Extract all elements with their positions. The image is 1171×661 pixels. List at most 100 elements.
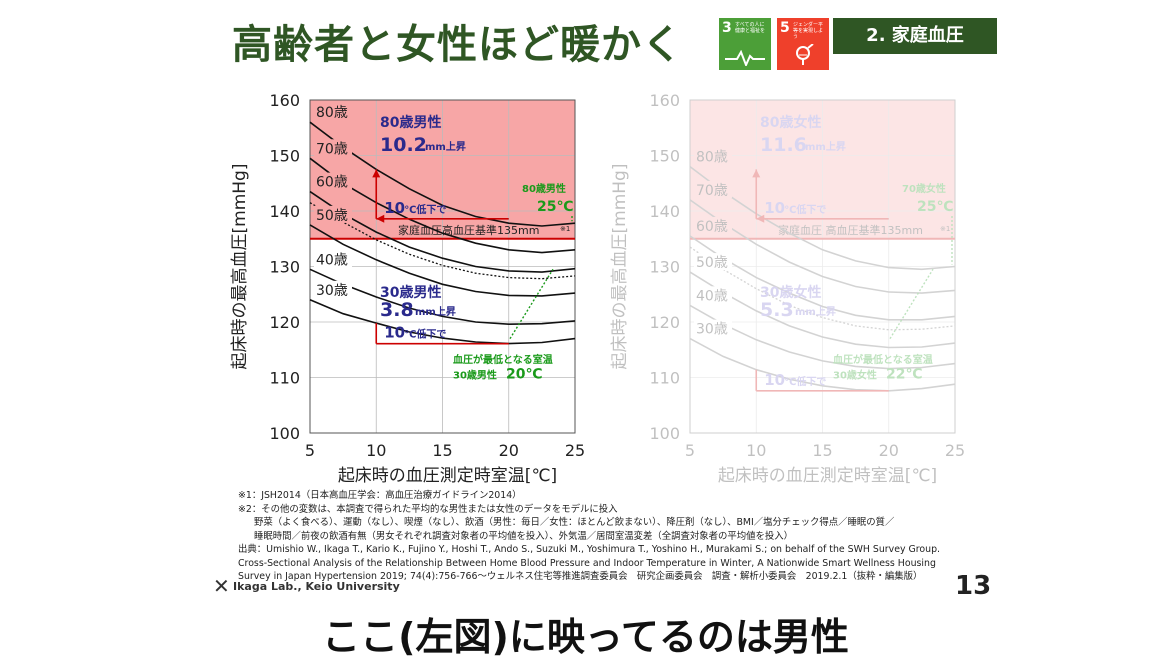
young-increase-unit: mm上昇 bbox=[795, 305, 836, 318]
old-drop-value: 10 bbox=[384, 199, 405, 217]
old-drop-arrowhead bbox=[756, 214, 765, 223]
source-line-2: Cross-Sectional Analysis of the Relation… bbox=[238, 557, 936, 569]
old-increase-unit: mm上昇 bbox=[805, 140, 846, 153]
series-line bbox=[309, 157, 576, 254]
series-label-bg bbox=[314, 205, 352, 223]
series-label: 50歳 bbox=[696, 255, 728, 271]
old-rise-arrowhead bbox=[372, 169, 381, 178]
series-label-bg bbox=[694, 253, 732, 271]
sdg3-text: すべての人に健康と福祉を bbox=[735, 22, 766, 34]
series-label-bg bbox=[694, 147, 732, 165]
series-label: 60歳 bbox=[696, 219, 728, 235]
old-increase-value: 11.6 bbox=[760, 134, 807, 156]
min-old-label: 80歳男性 bbox=[522, 182, 566, 195]
plot-frame bbox=[689, 99, 956, 434]
y-tick-label: 120 bbox=[649, 313, 680, 332]
series-label: 80歳 bbox=[316, 105, 348, 121]
heartbeat-icon bbox=[725, 50, 765, 66]
series-label: 40歳 bbox=[696, 288, 728, 304]
x-tick-label: 25 bbox=[565, 441, 585, 460]
series-label-bg bbox=[694, 286, 732, 304]
plot-frame bbox=[309, 99, 576, 434]
footnote-2-detail-b: 睡眠時間／前夜の飲酒有無（男女それぞれ調査対象者の平均値を投入）、外気温／居間室… bbox=[254, 530, 794, 542]
lab-name: Ikaga Lab., Keio University bbox=[233, 580, 400, 593]
min-young-pointer bbox=[509, 268, 554, 340]
series-label-bg bbox=[314, 172, 352, 190]
sdg5-text: ジェンダー平等を実現しよう bbox=[793, 22, 824, 40]
video-caption: ここ(左図)に映ってるのは男性 bbox=[322, 615, 849, 659]
chart-male: 100 110 120 130 140 150 160 5 10 15 20 25 起床時の血圧測定時室… bbox=[230, 91, 585, 486]
y-tick-label: 160 bbox=[649, 91, 680, 110]
series-label-bg bbox=[314, 280, 352, 298]
footnotes: ※1：JSH2014（日本高血圧学会：高血圧治療ガイドライン2014） ※2：そ… bbox=[238, 489, 998, 584]
y-tick-label: 130 bbox=[649, 258, 680, 277]
sdg3-badge: 3 すべての人に健康と福祉を bbox=[719, 18, 771, 70]
footnote-1: ※1：JSH2014（日本高血圧学会：高血圧治療ガイドライン2014） bbox=[238, 490, 522, 501]
series-line bbox=[689, 246, 956, 331]
min-young-label: 30歳女性 bbox=[833, 369, 877, 382]
chart-female: 100 110 120 130 140 150 160 5 10 15 20 25 起床時の血圧測定時室… bbox=[610, 91, 965, 486]
series-line bbox=[309, 202, 576, 280]
page-number: 13 bbox=[955, 571, 992, 601]
young-drop-value: 10 bbox=[384, 324, 405, 342]
series-line bbox=[309, 121, 576, 227]
min-old-value: 25℃ bbox=[537, 199, 573, 215]
threshold-footnote-mark: ※1 bbox=[940, 225, 950, 233]
y-tick-label: 100 bbox=[649, 424, 680, 443]
old-group-label: 80歳女性 bbox=[760, 114, 821, 131]
series-label-bg bbox=[314, 139, 352, 157]
section-label: 2. 家庭血圧 bbox=[833, 18, 997, 54]
old-drop-unit: ℃低下で bbox=[404, 203, 446, 216]
sdg5-badge: 5 ジェンダー平等を実現しよう bbox=[777, 18, 829, 70]
series-label-bg bbox=[314, 250, 352, 268]
x-tick-label: 10 bbox=[366, 441, 386, 460]
x-tick-label: 10 bbox=[746, 441, 766, 460]
series-line bbox=[689, 199, 956, 294]
series-label: 30歳 bbox=[696, 322, 728, 338]
old-increase-value: 10.2 bbox=[380, 134, 427, 156]
young-increase-value: 3.8 bbox=[380, 299, 414, 321]
source-line-1: 出典：Umishio W., Ikaga T., Kario K., Fujin… bbox=[238, 544, 941, 555]
sdg3-number: 3 bbox=[722, 20, 732, 36]
x-tick-label: 5 bbox=[305, 441, 315, 460]
young-drop-unit: ℃低下で bbox=[784, 375, 826, 388]
old-rise-arrowhead bbox=[752, 169, 761, 178]
x-tick-label: 20 bbox=[499, 441, 519, 460]
old-drop-value: 10 bbox=[764, 199, 785, 217]
min-young-value: 22℃ bbox=[886, 367, 922, 383]
old-drop-unit: ℃低下で bbox=[784, 203, 826, 216]
series-line bbox=[309, 190, 576, 273]
x-tick-label: 15 bbox=[432, 441, 452, 460]
min-young-label: 30歳男性 bbox=[453, 369, 497, 382]
footnote-2: ※2：その他の変数は、本調査で得られた平均的な男性または女性のデータをモデルに投… bbox=[238, 503, 618, 515]
series-line bbox=[309, 268, 576, 326]
y-tick-label: 110 bbox=[269, 369, 300, 388]
series-label: 70歳 bbox=[696, 183, 728, 199]
lab-logo-icon: ✕ bbox=[213, 574, 230, 598]
series-line bbox=[689, 271, 956, 349]
series-line bbox=[689, 165, 956, 271]
series-line bbox=[689, 304, 956, 370]
series-label: 50歳 bbox=[316, 208, 348, 224]
threshold-label: 家庭血圧高血圧基準135mm bbox=[398, 223, 539, 237]
hypertension-zone bbox=[690, 100, 955, 239]
y-tick-label: 150 bbox=[269, 147, 300, 166]
young-drop-value: 10 bbox=[764, 371, 785, 389]
min-young-pointer bbox=[889, 268, 934, 340]
footnote-2-detail-a: 野菜（よく食べる）、運動（なし）、喫煙（なし）、飲酒（男性：毎日／女性：ほとんど… bbox=[254, 517, 895, 528]
young-group-label: 30歳男性 bbox=[380, 284, 441, 301]
y-axis-label: 起床時の最高血圧[mmHg] bbox=[230, 164, 250, 370]
min-old-value: 25℃ bbox=[917, 199, 953, 215]
min-old-label: 70歳女性 bbox=[902, 182, 946, 195]
old-group-label: 80歳男性 bbox=[380, 114, 441, 131]
x-tick-label: 5 bbox=[685, 441, 695, 460]
series-label-bg bbox=[694, 216, 732, 234]
series-label-bg bbox=[314, 103, 352, 121]
young-increase-unit: mm上昇 bbox=[415, 305, 456, 318]
y-tick-label: 130 bbox=[269, 258, 300, 277]
series-label: 70歳 bbox=[316, 141, 348, 157]
series-label-bg bbox=[694, 319, 732, 337]
old-increase-unit: mm上昇 bbox=[425, 140, 466, 153]
series-label: 80歳 bbox=[696, 150, 728, 166]
